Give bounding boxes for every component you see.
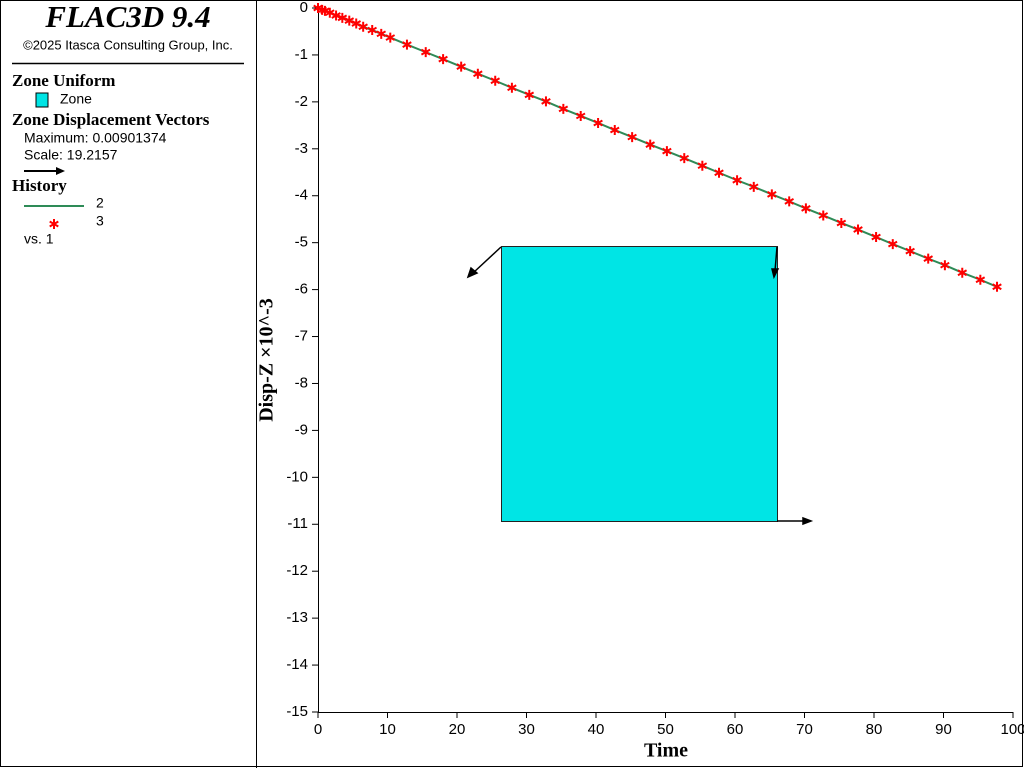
- star-marker: [609, 125, 620, 136]
- y-tick-label: 0: [300, 0, 308, 16]
- star-marker: [367, 25, 378, 36]
- y-tick-label: -8: [295, 374, 308, 391]
- star-marker: [871, 232, 881, 243]
- x-tick-label: 70: [796, 721, 813, 738]
- legend-label: 3: [96, 213, 104, 229]
- star-marker: [732, 175, 742, 186]
- star-marker: [887, 239, 898, 250]
- x-tick-label: 60: [727, 721, 744, 738]
- star-marker: [818, 210, 829, 221]
- star-marker: [344, 15, 355, 26]
- y-tick-label: -5: [295, 234, 308, 251]
- x-tick-label: 100: [1000, 721, 1024, 738]
- x-tick-label: 10: [379, 721, 396, 738]
- star-marker: [385, 32, 396, 43]
- legend-item: Zone: [60, 91, 92, 107]
- y-tick-label: -14: [286, 656, 308, 673]
- star-marker: [473, 68, 483, 79]
- star-marker: [524, 89, 535, 100]
- y-axis-label: Disp-Z ×10^-3: [256, 298, 278, 422]
- y-tick-label: -9: [295, 421, 308, 438]
- y-tick-label: -3: [295, 140, 308, 157]
- x-tick-label: 30: [518, 721, 535, 738]
- star-marker: [940, 260, 950, 271]
- y-tick-label: -1: [295, 46, 308, 63]
- star-marker: [507, 82, 517, 93]
- y-tick-label: -11: [287, 515, 308, 532]
- y-tick-label: -12: [286, 562, 308, 579]
- star-marker: [402, 39, 412, 50]
- vector-swatch-head: [56, 167, 65, 175]
- star-marker: [784, 196, 795, 207]
- displacement-vectors: [466, 246, 814, 526]
- star-marker: [923, 253, 934, 264]
- star-marker: [541, 96, 551, 107]
- star-marker: [376, 28, 387, 39]
- star-marker: [748, 181, 759, 192]
- x-tick-label: 90: [935, 721, 952, 738]
- star-marker: [679, 153, 690, 164]
- app-title: FLAC3D 9.4: [44, 0, 210, 34]
- star-marker: [490, 75, 501, 86]
- y-tick-label: -6: [295, 281, 308, 298]
- x-tick-label: 50: [657, 721, 674, 738]
- zone-swatch: [35, 92, 49, 108]
- star-marker: [992, 281, 1002, 292]
- star-marker: [975, 274, 986, 285]
- star-marker: [801, 203, 811, 214]
- y-tick-label: -2: [295, 93, 308, 110]
- star-marker: [645, 139, 656, 150]
- star-marker: [420, 47, 431, 58]
- legend-heading: Zone Uniform: [12, 71, 115, 90]
- star-marker: [593, 117, 603, 128]
- star-marker: [697, 160, 708, 171]
- copyright: ©2025 Itasca Consulting Group, Inc.: [23, 37, 233, 52]
- star-marker: [836, 217, 847, 228]
- y-tick-label: -7: [295, 328, 308, 345]
- x-tick-label: 0: [314, 721, 322, 738]
- star-marker: [767, 189, 777, 200]
- legend-heading: History: [12, 176, 67, 195]
- star-marker: [662, 146, 672, 157]
- star-marker: [438, 54, 448, 65]
- y-tick-label: -15: [286, 703, 308, 720]
- y-tick-label: -10: [286, 468, 308, 485]
- star-marker: [627, 132, 637, 143]
- star-marker: [456, 61, 466, 72]
- legend-item: Maximum: 0.00901374: [24, 130, 167, 146]
- x-axis-label: Time: [644, 740, 688, 762]
- legend-swatch: [49, 219, 59, 229]
- x-tick-label: 40: [588, 721, 605, 738]
- y-tick-label: -13: [286, 609, 308, 626]
- star-marker: [558, 103, 569, 114]
- y-tick-label: -4: [295, 187, 308, 204]
- star-marker: [714, 167, 724, 178]
- legend-item: vs. 1: [24, 231, 54, 247]
- star-marker: [575, 110, 586, 121]
- x-tick-label: 20: [449, 721, 466, 738]
- legend-item: Scale: 19.2157: [24, 147, 118, 163]
- legend-label: 2: [96, 195, 104, 211]
- star-marker: [957, 267, 968, 278]
- star-marker: [358, 21, 368, 32]
- star-marker: [905, 246, 915, 257]
- star-marker: [331, 10, 341, 21]
- star-marker: [853, 224, 863, 235]
- star-marker: [337, 12, 348, 23]
- x-tick-label: 80: [866, 721, 883, 738]
- legend-heading: Zone Displacement Vectors: [12, 110, 210, 129]
- zone: [501, 246, 778, 522]
